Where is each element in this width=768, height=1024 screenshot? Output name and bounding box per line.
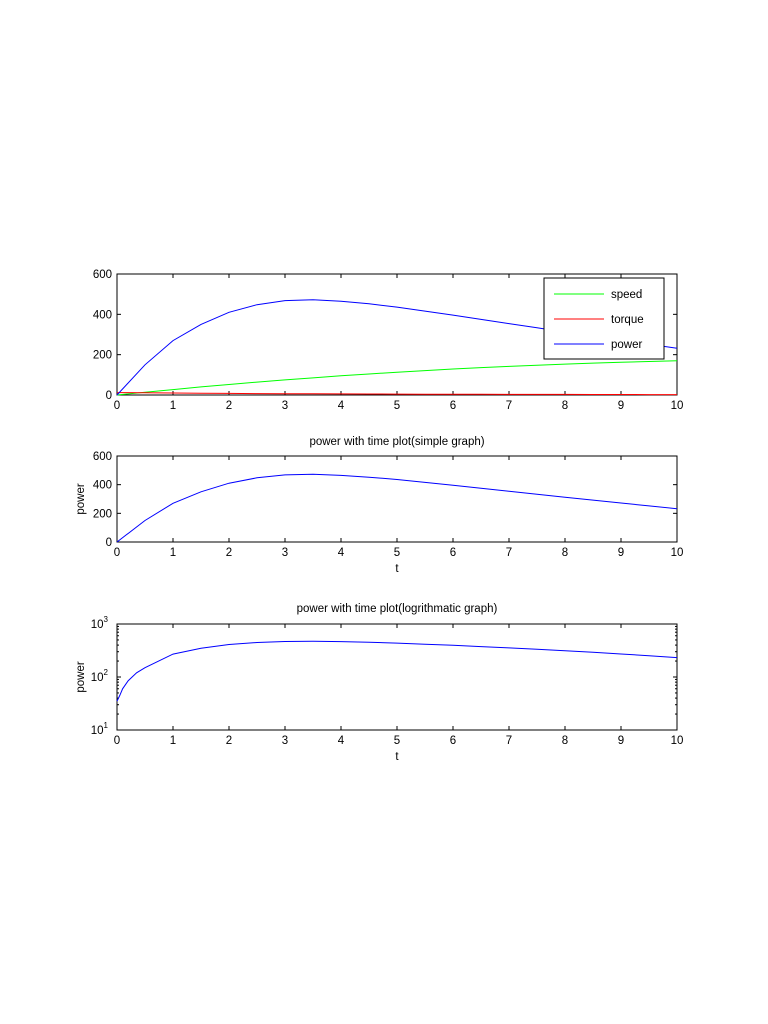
x-tick-label: 5 — [394, 400, 400, 412]
x-tick-label: 3 — [282, 735, 288, 747]
y-tick-label: 400 — [93, 480, 112, 492]
legend-label-power: power — [611, 339, 642, 351]
legend-label-torque: torque — [611, 314, 644, 326]
y-tick-exponent: 2 — [104, 668, 109, 677]
x-tick-label: 4 — [338, 735, 345, 747]
tick-labels: 0 1 2 3 4 5 6 7 8 9 10 0 200 400 600 — [93, 269, 684, 412]
y-tick-label: 102 — [91, 668, 109, 684]
chart-panel-log: power with time plot(logrithmatic graph)… — [75, 603, 683, 763]
legend: speed torque power — [543, 277, 665, 360]
x-tick-label: 8 — [562, 400, 568, 412]
chart-title: power with time plot(simple graph) — [309, 436, 484, 448]
axis-ticks — [116, 623, 678, 731]
x-tick-label: 7 — [506, 547, 512, 559]
power-line — [116, 640, 678, 702]
y-tick-label: 101 — [91, 721, 109, 737]
y-tick-label: 0 — [106, 537, 112, 549]
x-tick-label: 8 — [562, 547, 568, 559]
chart-panel-combined: 0 1 2 3 4 5 6 7 8 9 10 0 200 400 600 speed torque powe… — [93, 269, 684, 412]
y-tick-label: 400 — [93, 309, 112, 321]
x-tick-label: 3 — [282, 400, 288, 412]
x-tick-label: 2 — [226, 400, 232, 412]
x-tick-label: 4 — [338, 547, 345, 559]
x-tick-label: 9 — [618, 400, 624, 412]
x-tick-label: 2 — [226, 547, 232, 559]
x-tick-label: 10 — [671, 547, 684, 559]
axis-ticks — [116, 455, 678, 543]
x-tick-label: 0 — [114, 735, 120, 747]
x-tick-label: 1 — [170, 735, 176, 747]
x-tick-label: 5 — [394, 735, 400, 747]
x-tick-label: 1 — [170, 547, 176, 559]
speed-line — [116, 360, 678, 396]
x-tick-label: 1 — [170, 400, 176, 412]
x-tick-label: 0 — [114, 400, 120, 412]
x-tick-label: 2 — [226, 735, 232, 747]
series-lines — [116, 473, 678, 543]
tick-labels: 0 1 2 3 4 5 6 7 8 9 10 0 200 400 600 — [93, 451, 684, 559]
x-tick-label: 9 — [618, 547, 624, 559]
y-tick-label: 200 — [93, 350, 112, 362]
series-lines — [116, 640, 678, 702]
y-tick-label: 600 — [93, 269, 112, 281]
x-tick-label: 6 — [450, 547, 456, 559]
y-tick-label: 103 — [91, 615, 109, 631]
chart-title: power with time plot(logrithmatic graph) — [297, 603, 498, 615]
y-axis-label: power — [75, 483, 87, 514]
x-tick-label: 3 — [282, 547, 288, 559]
y-tick-exponent: 1 — [104, 721, 109, 730]
x-tick-label: 0 — [114, 547, 120, 559]
x-tick-label: 10 — [671, 400, 684, 412]
power-line — [116, 473, 678, 543]
x-tick-label: 7 — [506, 735, 512, 747]
legend-label-speed: speed — [611, 289, 642, 301]
x-tick-label: 9 — [618, 735, 624, 747]
y-tick-label: 0 — [106, 390, 112, 402]
chart-panel-simple: power with time plot(simple graph) 0 1 2 3 4… — [75, 436, 683, 575]
y-tick-exponent: 3 — [104, 615, 109, 624]
x-tick-label: 10 — [671, 735, 684, 747]
y-tick-label: 200 — [93, 508, 112, 520]
y-tick-label: 600 — [93, 451, 112, 463]
x-axis-label: t — [395, 563, 399, 575]
x-tick-label: 6 — [450, 400, 456, 412]
x-tick-label: 7 — [506, 400, 512, 412]
plot-area-frame — [116, 623, 678, 731]
y-axis-label: power — [75, 661, 87, 692]
x-tick-label: 5 — [394, 547, 400, 559]
x-axis-label: t — [395, 751, 399, 763]
x-tick-label: 8 — [562, 735, 568, 747]
plot-area-frame — [116, 455, 678, 543]
x-tick-label: 4 — [338, 400, 345, 412]
x-tick-label: 6 — [450, 735, 456, 747]
torque-line — [116, 392, 677, 396]
